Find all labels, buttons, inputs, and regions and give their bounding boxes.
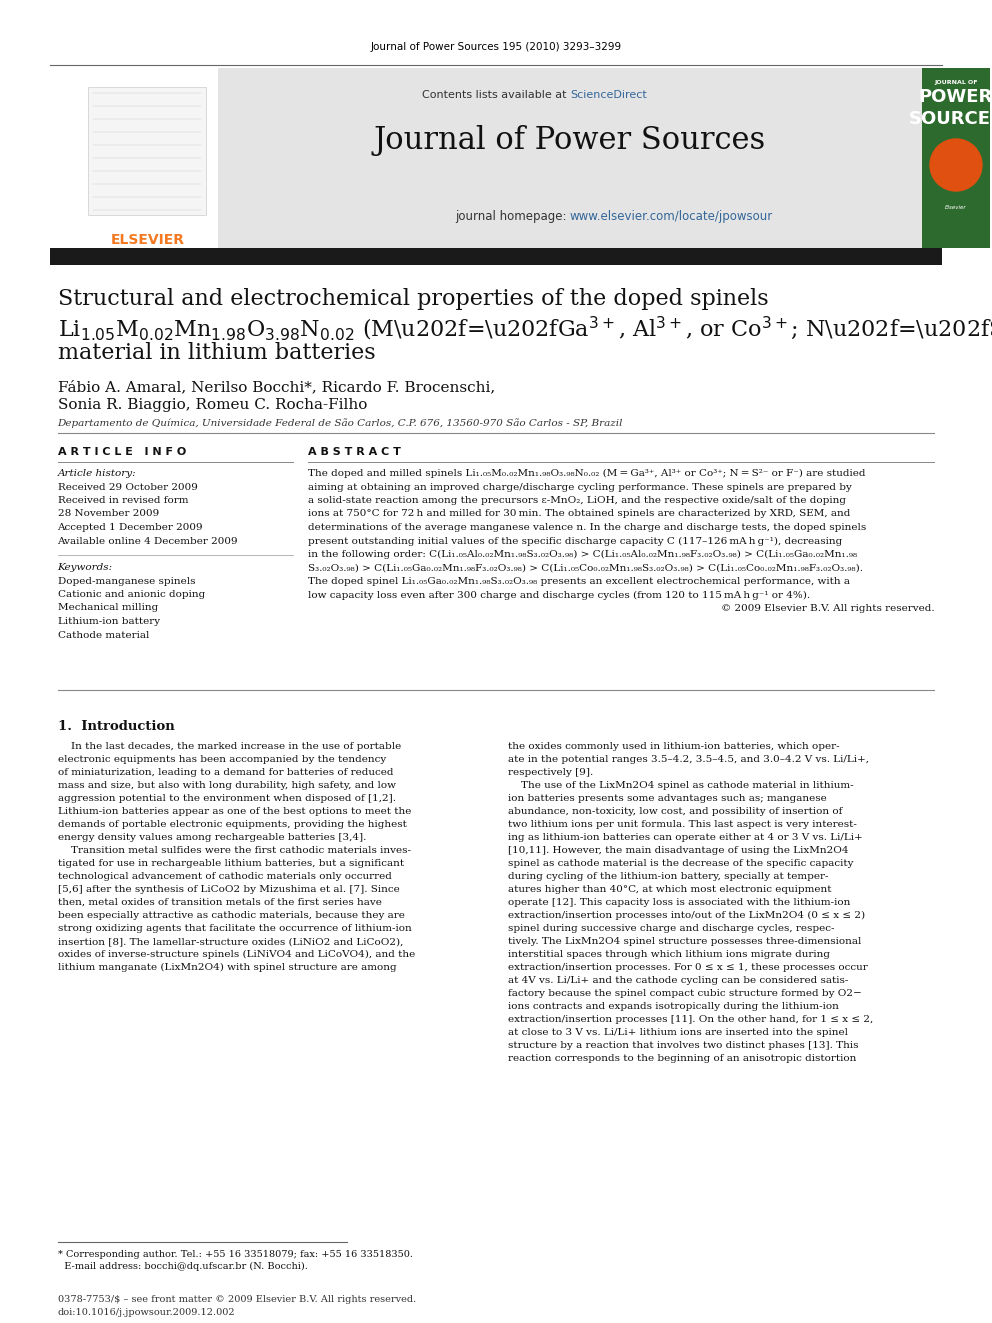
Bar — [218, 67, 922, 247]
Text: at close to 3 V vs. Li/Li+ lithium ions are inserted into the spinel: at close to 3 V vs. Li/Li+ lithium ions … — [508, 1028, 848, 1037]
Text: Received in revised form: Received in revised form — [58, 496, 188, 505]
Text: [10,11]. However, the main disadvantage of using the LixMn2O4: [10,11]. However, the main disadvantage … — [508, 845, 848, 855]
Text: Accepted 1 December 2009: Accepted 1 December 2009 — [58, 523, 203, 532]
Text: strong oxidizing agents that facilitate the occurrence of lithium-ion: strong oxidizing agents that facilitate … — [58, 923, 412, 933]
Text: interstitial spaces through which lithium ions migrate during: interstitial spaces through which lithiu… — [508, 950, 830, 959]
Text: oxides of inverse-structure spinels (LiNiVO4 and LiCoVO4), and the: oxides of inverse-structure spinels (LiN… — [58, 950, 415, 959]
Text: two lithium ions per unit formula. This last aspect is very interest-: two lithium ions per unit formula. This … — [508, 820, 857, 830]
Text: [5,6] after the synthesis of LiCoO2 by Mizushima et al. [7]. Since: [5,6] after the synthesis of LiCoO2 by M… — [58, 885, 400, 894]
Text: extraction/insertion processes into/out of the LixMn2O4 (0 ≤ x ≤ 2): extraction/insertion processes into/out … — [508, 912, 865, 919]
Text: ion batteries presents some advantages such as; manganese: ion batteries presents some advantages s… — [508, 794, 826, 803]
Text: The use of the LixMn2O4 spinel as cathode material in lithium-: The use of the LixMn2O4 spinel as cathod… — [508, 781, 853, 790]
Text: 28 November 2009: 28 November 2009 — [58, 509, 159, 519]
Text: Fábio A. Amaral, Nerilso Bocchi*, Ricardo F. Brocenschi,: Fábio A. Amaral, Nerilso Bocchi*, Ricard… — [58, 380, 495, 394]
Text: The doped and milled spinels Li₁.₀₅M₀.₀₂Mn₁.₉₈O₃.₉₈N₀.₀₂ (M = Ga³⁺, Al³⁺ or Co³⁺: The doped and milled spinels Li₁.₀₅M₀.₀₂… — [308, 468, 865, 478]
Text: Cathode material: Cathode material — [58, 631, 149, 639]
Text: Structural and electrochemical properties of the doped spinels: Structural and electrochemical propertie… — [58, 288, 768, 310]
Text: S₃.₀₂O₃.₉₈) > C(Li₁.₀₅Ga₀.₀₂Mn₁.₉₈F₃.₀₂O₃.₉₈) > C(Li₁.₀₅Co₀.₀₂Mn₁.₉₈S₃.₀₂O₃.₉₈) : S₃.₀₂O₃.₉₈) > C(Li₁.₀₅Ga₀.₀₂Mn₁.₉₈F₃.₀₂O… — [308, 564, 862, 573]
Text: extraction/insertion processes. For 0 ≤ x ≤ 1, these processes occur: extraction/insertion processes. For 0 ≤ … — [508, 963, 868, 972]
Text: Cationic and anionic doping: Cationic and anionic doping — [58, 590, 204, 599]
Text: insertion [8]. The lamellar-structure oxides (LiNiO2 and LiCoO2),: insertion [8]. The lamellar-structure ox… — [58, 937, 403, 946]
Circle shape — [930, 139, 982, 191]
Text: during cycling of the lithium-ion battery, specially at temper-: during cycling of the lithium-ion batter… — [508, 872, 828, 881]
Text: aggression potential to the environment when disposed of [1,2].: aggression potential to the environment … — [58, 794, 396, 803]
Text: determinations of the average manganese valence n. In the charge and discharge t: determinations of the average manganese … — [308, 523, 866, 532]
Text: ScienceDirect: ScienceDirect — [570, 90, 647, 101]
Text: Departamento de Química, Universidade Federal de São Carlos, C.P. 676, 13560-970: Departamento de Química, Universidade Fe… — [58, 418, 623, 427]
Text: ing as lithium-ion batteries can operate either at 4 or 3 V vs. Li/Li+: ing as lithium-ion batteries can operate… — [508, 833, 863, 841]
Text: A R T I C L E   I N F O: A R T I C L E I N F O — [58, 447, 186, 456]
Text: aiming at obtaining an improved charge/discharge cycling performance. These spin: aiming at obtaining an improved charge/d… — [308, 483, 851, 492]
Text: then, metal oxides of transition metals of the first series have: then, metal oxides of transition metals … — [58, 898, 381, 908]
Text: Contents lists available at: Contents lists available at — [422, 90, 570, 101]
Text: Doped-manganese spinels: Doped-manganese spinels — [58, 577, 195, 586]
Text: © 2009 Elsevier B.V. All rights reserved.: © 2009 Elsevier B.V. All rights reserved… — [721, 605, 934, 613]
Text: Received 29 October 2009: Received 29 October 2009 — [58, 483, 197, 492]
Text: POWER: POWER — [919, 89, 992, 106]
Text: ions contracts and expands isotropically during the lithium-ion: ions contracts and expands isotropically… — [508, 1002, 839, 1011]
Text: of miniaturization, leading to a demand for batteries of reduced: of miniaturization, leading to a demand … — [58, 767, 393, 777]
Text: mass and size, but also with long durability, high safety, and low: mass and size, but also with long durabi… — [58, 781, 396, 790]
Text: the oxides commonly used in lithium-ion batteries, which oper-: the oxides commonly used in lithium-ion … — [508, 742, 839, 751]
Text: Mechanical milling: Mechanical milling — [58, 603, 158, 613]
Text: Available online 4 December 2009: Available online 4 December 2009 — [58, 537, 238, 545]
Text: Transition metal sulfides were the first cathodic materials inves-: Transition metal sulfides were the first… — [58, 845, 411, 855]
Text: structure by a reaction that involves two distinct phases [13]. This: structure by a reaction that involves tw… — [508, 1041, 858, 1050]
Text: demands of portable electronic equipments, providing the highest: demands of portable electronic equipment… — [58, 820, 407, 830]
Text: ate in the potential ranges 3.5–4.2, 3.5–4.5, and 3.0–4.2 V vs. Li/Li+,: ate in the potential ranges 3.5–4.2, 3.5… — [508, 755, 869, 763]
Text: A B S T R A C T: A B S T R A C T — [308, 447, 401, 456]
Text: Journal of Power Sources: Journal of Power Sources — [374, 124, 766, 156]
Text: Elsevier: Elsevier — [945, 205, 967, 210]
Text: reaction corresponds to the beginning of an anisotropic distortion: reaction corresponds to the beginning of… — [508, 1054, 856, 1062]
Text: The doped spinel Li₁.₀₅Ga₀.₀₂Mn₁.₉₈S₃.₀₂O₃.₉₈ presents an excellent electrochemi: The doped spinel Li₁.₀₅Ga₀.₀₂Mn₁.₉₈S₃.₀₂… — [308, 577, 849, 586]
Text: JOURNAL OF: JOURNAL OF — [934, 79, 978, 85]
Text: * Corresponding author. Tel.: +55 16 33518079; fax: +55 16 33518350.: * Corresponding author. Tel.: +55 16 335… — [58, 1250, 413, 1259]
Text: 1.  Introduction: 1. Introduction — [58, 720, 175, 733]
Text: 0378-7753/$ – see front matter © 2009 Elsevier B.V. All rights reserved.: 0378-7753/$ – see front matter © 2009 El… — [58, 1295, 416, 1304]
Text: spinel during successive charge and discharge cycles, respec-: spinel during successive charge and disc… — [508, 923, 834, 933]
Text: technological advancement of cathodic materials only occurred: technological advancement of cathodic ma… — [58, 872, 392, 881]
Text: operate [12]. This capacity loss is associated with the lithium-ion: operate [12]. This capacity loss is asso… — [508, 898, 850, 908]
Text: a solid-state reaction among the precursors ε-MnO₂, LiOH, and the respective oxi: a solid-state reaction among the precurs… — [308, 496, 845, 505]
Bar — [80, 67, 922, 247]
Text: extraction/insertion processes [11]. On the other hand, for 1 ≤ x ≤ 2,: extraction/insertion processes [11]. On … — [508, 1015, 873, 1024]
Bar — [50, 247, 942, 265]
Text: present outstanding initial values of the specific discharge capacity C (117–126: present outstanding initial values of th… — [308, 537, 842, 545]
Bar — [88, 87, 206, 216]
Text: www.elsevier.com/locate/jpowsour: www.elsevier.com/locate/jpowsour — [570, 210, 773, 224]
Text: material in lithium batteries: material in lithium batteries — [58, 343, 375, 364]
Text: Lithium-ion batteries appear as one of the best options to meet the: Lithium-ion batteries appear as one of t… — [58, 807, 411, 816]
Text: In the last decades, the marked increase in the use of portable: In the last decades, the marked increase… — [58, 742, 401, 751]
Text: Journal of Power Sources 195 (2010) 3293–3299: Journal of Power Sources 195 (2010) 3293… — [370, 42, 622, 52]
Bar — [922, 67, 990, 247]
Text: abundance, non-toxicity, low cost, and possibility of insertion of: abundance, non-toxicity, low cost, and p… — [508, 807, 842, 816]
Text: E-mail address: bocchi@dq.ufscar.br (N. Bocchi).: E-mail address: bocchi@dq.ufscar.br (N. … — [58, 1262, 308, 1271]
Text: atures higher than 40°C, at which most electronic equipment: atures higher than 40°C, at which most e… — [508, 885, 831, 894]
Text: Article history:: Article history: — [58, 468, 136, 478]
Text: journal homepage:: journal homepage: — [454, 210, 570, 224]
Text: respectively [9].: respectively [9]. — [508, 767, 593, 777]
Text: Keywords:: Keywords: — [58, 564, 113, 572]
Text: in the following order: C(Li₁.₀₅Al₀.₀₂Mn₁.₉₈S₃.₀₂O₃.₉₈) > C(Li₁.₀₅Al₀.₀₂Mn₁.₉₈F₃: in the following order: C(Li₁.₀₅Al₀.₀₂Mn… — [308, 550, 857, 560]
Text: at 4V vs. Li/Li+ and the cathode cycling can be considered satis-: at 4V vs. Li/Li+ and the cathode cycling… — [508, 976, 848, 986]
Text: Sonia R. Biaggio, Romeu C. Rocha-Filho: Sonia R. Biaggio, Romeu C. Rocha-Filho — [58, 398, 367, 411]
Text: spinel as cathode material is the decrease of the specific capacity: spinel as cathode material is the decrea… — [508, 859, 853, 868]
Text: electronic equipments has been accompanied by the tendency: electronic equipments has been accompani… — [58, 755, 386, 763]
Text: Lithium-ion battery: Lithium-ion battery — [58, 617, 160, 626]
Text: energy density values among rechargeable batteries [3,4].: energy density values among rechargeable… — [58, 833, 366, 841]
Text: doi:10.1016/j.jpowsour.2009.12.002: doi:10.1016/j.jpowsour.2009.12.002 — [58, 1308, 235, 1316]
Text: ions at 750°C for 72 h and milled for 30 min. The obtained spinels are character: ions at 750°C for 72 h and milled for 30… — [308, 509, 850, 519]
Text: tively. The LixMn2O4 spinel structure possesses three-dimensional: tively. The LixMn2O4 spinel structure po… — [508, 937, 861, 946]
Text: Li$_{1.05}$M$_{0.02}$Mn$_{1.98}$O$_{3.98}$N$_{0.02}$ (M\u202f=\u202fGa$^{3+}$, A: Li$_{1.05}$M$_{0.02}$Mn$_{1.98}$O$_{3.98… — [58, 315, 992, 344]
Text: tigated for use in rechargeable lithium batteries, but a significant: tigated for use in rechargeable lithium … — [58, 859, 404, 868]
Text: SOURCES: SOURCES — [909, 110, 992, 128]
Bar — [80, 67, 218, 247]
Text: been especially attractive as cathodic materials, because they are: been especially attractive as cathodic m… — [58, 912, 405, 919]
Text: ELSEVIER: ELSEVIER — [111, 233, 185, 247]
Text: lithium manganate (LixMn2O4) with spinel structure are among: lithium manganate (LixMn2O4) with spinel… — [58, 963, 396, 972]
Text: low capacity loss even after 300 charge and discharge cycles (from 120 to 115 mA: low capacity loss even after 300 charge … — [308, 590, 809, 599]
Text: factory because the spinel compact cubic structure formed by O2−: factory because the spinel compact cubic… — [508, 990, 862, 998]
